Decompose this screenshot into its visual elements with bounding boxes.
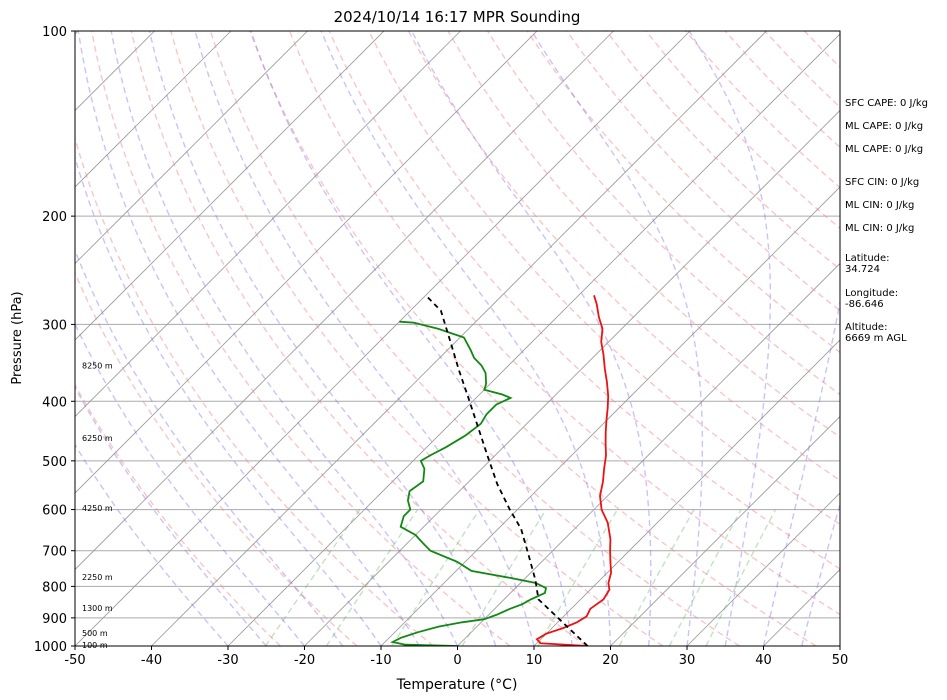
moist-adiabat-line [411, 31, 652, 646]
stat-annotation: ML CIN: 0 J/kg [845, 223, 915, 234]
moist-adiabat-line [75, 155, 382, 646]
y-axis-label: Pressure (hPa) [10, 291, 25, 384]
dry-adiabat-line [249, 31, 817, 646]
isotherm-line [686, 492, 840, 646]
moist-adiabat-line [801, 501, 840, 646]
x-tick-label: 0 [453, 653, 461, 668]
isotherm-line [610, 415, 840, 646]
dry-adiabat-line [328, 31, 840, 570]
dry-adiabat-line [288, 31, 840, 616]
mixing-ratio-line [265, 509, 361, 646]
isotherm-line [75, 31, 538, 494]
mixing-ratio-line [461, 509, 547, 646]
x-tick-label: 50 [832, 653, 849, 668]
height-label: 4250 m [82, 504, 113, 513]
isotherm-line [75, 31, 614, 571]
moist-adiabat-line [194, 31, 535, 646]
x-tick-label: 30 [679, 653, 696, 668]
moist-adiabat-line [75, 248, 344, 646]
moist-adiabat-line [77, 31, 420, 646]
moist-adiabat-line [531, 31, 704, 646]
stat-annotation: SFC CIN: 0 J/kg [845, 177, 920, 188]
y-tick-label: 1000 [34, 640, 67, 655]
x-tick-label: -50 [64, 653, 85, 668]
stat-annotation: Latitude: 34.724 [845, 253, 890, 275]
x-tick-label: 10 [526, 653, 543, 668]
mixing-ratio-line [618, 509, 695, 646]
mixing-ratio-line [325, 509, 419, 646]
temperature-profile-line [535, 295, 613, 646]
dry-adiabat-line [130, 31, 587, 646]
dry-adiabat-line [487, 31, 840, 396]
dry-adiabat-line [90, 31, 511, 646]
height-label: 1300 m [82, 604, 113, 613]
dry-adiabat-line [447, 31, 840, 438]
y-tick-label: 500 [42, 455, 67, 470]
isotherm-line [151, 31, 767, 646]
plot-frame [74, 30, 841, 647]
mixing-ratio-line [705, 509, 777, 646]
isotherm-line [75, 31, 385, 341]
moist-adiabat-line [688, 31, 772, 646]
moist-adiabat-line [762, 298, 840, 646]
x-tick-label: -40 [141, 653, 162, 668]
x-tick-label: 20 [602, 653, 619, 668]
stat-annotation: ML CAPE: 0 J/kg [845, 144, 924, 155]
isotherm-line [227, 33, 840, 646]
x-tick-label: -10 [370, 653, 391, 668]
isotherm-line [0, 31, 2, 646]
isotherm-line [533, 339, 840, 646]
isotherm-line [457, 262, 840, 646]
isotherm-line [75, 31, 691, 646]
y-tick-label: 700 [42, 545, 67, 560]
height-label: 6250 m [82, 434, 113, 443]
dry-adiabat-line [526, 31, 840, 354]
y-tick-label: 300 [42, 318, 67, 333]
moist-adiabat-line [250, 31, 573, 646]
y-tick-label: 600 [42, 504, 67, 519]
x-tick-label: 40 [755, 653, 772, 668]
height-label: 2250 m [82, 573, 113, 582]
stat-annotation: ML CIN: 0 J/kg [845, 200, 915, 211]
stat-annotation: Altitude: 6669 m AGL [845, 322, 907, 344]
moist-adiabat-line [320, 31, 612, 646]
mixing-ratio-line [668, 509, 742, 646]
mixing-ratio-line [537, 509, 619, 646]
isotherm-line [304, 109, 840, 646]
y-tick-label: 800 [42, 580, 67, 595]
y-tick-label: 200 [42, 210, 67, 225]
dry-adiabat-line [75, 271, 358, 646]
dewpoint-profile-line [390, 320, 548, 646]
isotherm-line [75, 31, 461, 418]
isotherm-line [75, 31, 308, 265]
stat-annotation: ML CAPE: 0 J/kg [845, 121, 924, 132]
dry-adiabat-line [566, 31, 840, 312]
moist-adiabat-line [110, 31, 459, 646]
dry-adiabat-line [75, 383, 281, 646]
x-tick-label: -30 [217, 653, 238, 668]
y-tick-label: 100 [42, 25, 67, 40]
isotherm-line [75, 31, 232, 188]
dry-adiabat-line [407, 31, 840, 482]
chart-title: 2024/10/14 16:17 MPR Sounding [334, 8, 581, 26]
dry-adiabat-line [209, 31, 740, 646]
isotherm-line [380, 186, 840, 646]
height-label: 100 m [82, 641, 108, 650]
dry-adiabat-line [75, 135, 434, 646]
mixing-ratio-line [391, 509, 481, 646]
y-tick-label: 400 [42, 395, 67, 410]
stat-annotation: Longitude: -86.646 [845, 288, 899, 310]
stat-annotation: SFC CAPE: 0 J/kg [845, 98, 928, 109]
height-label: 8250 m [82, 362, 113, 371]
dry-adiabat-line [170, 31, 664, 646]
parcel-profile-line [425, 294, 589, 646]
moist-adiabat-line [75, 386, 267, 646]
x-axis-label: Temperature (°C) [396, 677, 518, 693]
x-tick-label: -20 [294, 653, 315, 668]
height-label: 500 m [82, 629, 108, 638]
y-tick-label: 900 [42, 612, 67, 627]
moist-adiabat-line [148, 31, 497, 646]
moist-adiabat-line [75, 443, 229, 646]
